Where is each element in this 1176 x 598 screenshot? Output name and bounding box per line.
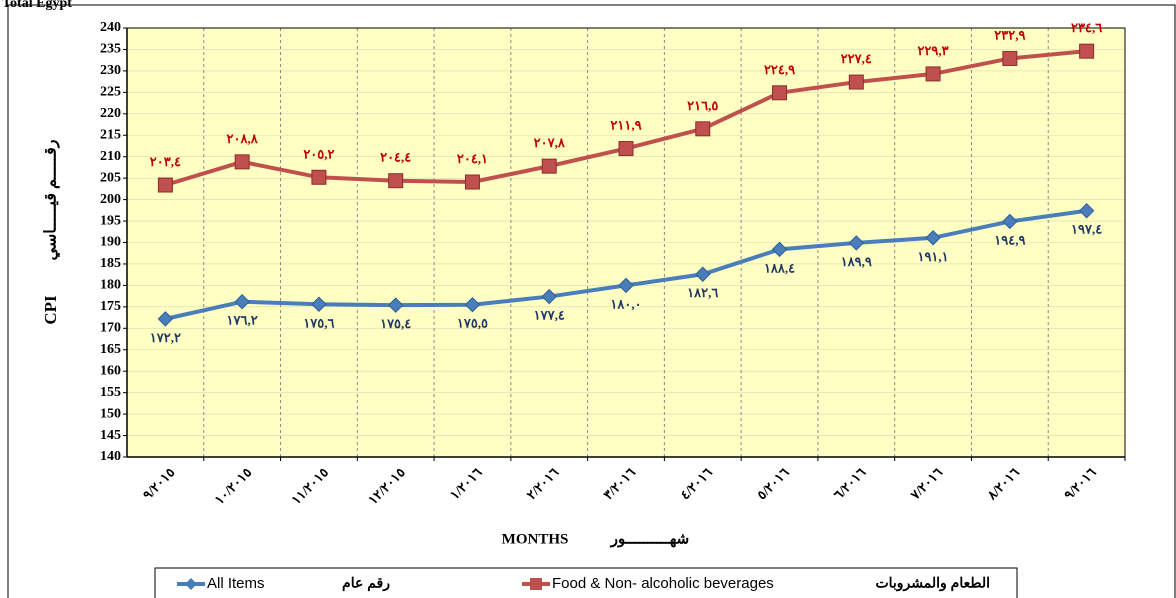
y-axis-label: CPI [41,295,60,325]
y-tick-label: 205 [100,170,121,185]
marker [695,121,711,137]
chart-title: Total Egypt [2,0,72,11]
data-label: ٢٠٣,٤ [150,154,181,169]
marker [772,85,788,101]
marker [157,311,174,327]
marker [925,66,941,82]
y-tick-label: 180 [100,278,121,293]
marker [157,177,173,193]
marker [925,230,941,246]
marker [1079,43,1095,59]
y-tick-label: 185 [100,256,121,271]
x-axis-label-ar: شهــــــــــور [610,531,689,547]
plot-frame [126,27,1126,458]
x-axis-label: MONTHS [502,531,569,547]
legend-label: All Items [207,575,265,592]
data-label: ٢١١,٩ [610,118,641,133]
marker [771,241,788,258]
marker [311,296,327,312]
data-label: ١٧٦,٢ [227,313,258,328]
data-label: ١٨٩,٩ [841,254,872,269]
marker [388,173,404,189]
marker [618,141,634,157]
data-label: ٢٢٧,٤ [841,51,872,66]
data-label: ١٧٥,٦ [303,315,334,330]
marker [618,277,634,294]
data-label: ١٨٨,٤ [764,260,795,275]
marker [1002,213,1018,230]
marker [1002,50,1018,66]
legend-label: Food & Non- alcoholic beverages [552,575,774,592]
legend-label-ar: رقم عام [342,575,390,592]
data-label: ٢٣٤,٦ [1071,20,1102,35]
legend [154,567,1018,598]
y-tick-label: 225 [100,85,121,100]
y-tick-label: 165 [100,342,121,357]
marker [848,74,864,90]
data-label: ١٨٢,٦ [687,285,718,300]
y-tick-label: 145 [100,428,121,443]
y-tick-label: 140 [100,449,121,464]
marker [234,154,250,170]
data-label: ٢٣٢,٩ [994,27,1025,42]
marker [541,158,557,174]
data-label: ١٧٥,٥ [457,316,488,331]
data-label: ٢١٦,٥ [687,98,718,113]
data-label: ٢٠٧,٨ [534,135,566,150]
y-tick-label: 240 [100,20,121,35]
data-label: ٢٠٤,١ [457,151,488,166]
marker [1078,203,1095,219]
data-label: ٢٢٤,٩ [764,62,795,77]
y-tick-label: 220 [100,106,121,121]
marker [464,174,480,190]
marker [464,296,481,313]
data-label: ٢٠٨,٨ [227,131,259,146]
data-label: ١٩٤,٩ [994,232,1025,247]
marker [848,235,865,251]
marker [695,266,711,282]
y-tick-label: 175 [100,299,121,314]
marker [541,288,557,305]
data-label: ٢٠٤,٤ [380,150,411,165]
marker [387,297,404,313]
y-tick-label: 210 [100,149,121,164]
y-tick-label: 235 [100,42,121,57]
data-label: ٢٢٩,٣ [917,43,948,58]
marker [234,293,250,310]
legend-marker [185,578,197,590]
y-tick-label: 150 [100,406,121,421]
y-tick-label: 230 [100,63,121,78]
data-label: ١٩٧,٤ [1071,222,1102,237]
y-tick-label: 170 [100,321,121,336]
data-label: ١٨٠,٠ [610,296,641,311]
y-axis-label-ar: رقـــــم قيـــــاسي [43,139,61,260]
legend-marker [530,578,542,590]
data-label: ٢٠٥,٢ [303,146,334,161]
data-label: ١٧٥,٤ [380,316,411,331]
y-tick-label: 195 [100,213,121,228]
data-label: ١٩١,١ [917,249,948,264]
y-tick-label: 200 [100,192,121,207]
data-label: ١٧٧,٤ [534,308,565,323]
marker [311,169,327,185]
y-tick-label: 190 [100,235,121,250]
y-tick-label: 215 [100,127,121,142]
data-label: ١٧٢,٢ [150,330,181,345]
y-tick-label: 160 [100,363,121,378]
y-tick-label: 155 [100,385,121,400]
legend-label-ar: الطعام والمشروبات [875,575,990,592]
